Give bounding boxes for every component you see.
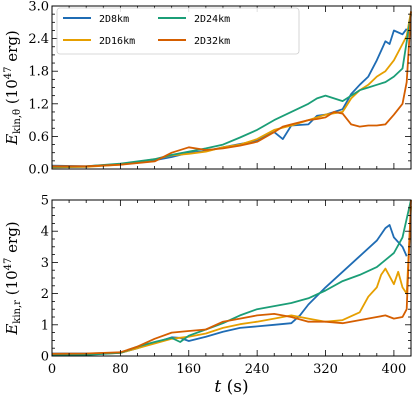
series-line-2d32km	[51, 199, 412, 355]
y-tick-label: 3	[41, 256, 49, 271]
x-tick-label: 240	[245, 362, 270, 377]
x-tick-label: 160	[176, 362, 201, 377]
legend-box	[56, 7, 300, 55]
legend-label-2d16km: 2D16km	[99, 36, 135, 47]
x-tick-label: 400	[381, 362, 406, 377]
y-tick-label: 1.2	[28, 97, 49, 112]
y-tick-label: 2	[41, 287, 49, 302]
y-axis-label: Ekin,θ (1047 erg)	[3, 30, 23, 146]
series-line-2d24km	[52, 199, 412, 356]
legend: 2D8km 2D16km 2D24km 2D32km	[56, 7, 300, 55]
y-tick-label: 2.4	[28, 32, 49, 47]
series-line-2d32km	[52, 11, 412, 168]
y-tick-label: 0.0	[28, 163, 49, 178]
legend-label-2d32km: 2D32km	[194, 36, 230, 47]
y-tick-label: 1	[41, 318, 49, 333]
y-tick-label: 4	[41, 225, 49, 240]
x-tick-label: 320	[313, 362, 338, 377]
x-axis-label: t (s)	[214, 377, 248, 397]
y-tick-label: 5	[41, 194, 49, 209]
bottom-panel: 0 80 160 240 320 400 0 1 2 3 4 5 Ekin,r (1047 erg) t …	[3, 194, 412, 397]
y-axis-label: Ekin,r (1047 erg)	[3, 221, 23, 335]
legend-label-2d8km: 2D8km	[99, 14, 129, 25]
y-tick-label: 3.0	[28, 0, 49, 15]
series-line-2d24km	[51, 13, 412, 168]
x-tick-label: 80	[112, 362, 129, 377]
legend-label-2d24km: 2D24km	[194, 14, 230, 25]
x-tick-label: 0	[48, 362, 56, 377]
y-tick-label: 0	[41, 350, 49, 365]
y-tick-label: 0.6	[28, 130, 49, 145]
y-tick-label: 1.8	[28, 65, 49, 80]
top-panel: 0.0 0.6 1.2 1.8 2.4 3.0 Ekin,θ (1047 erg) 2D8km…	[3, 0, 412, 178]
